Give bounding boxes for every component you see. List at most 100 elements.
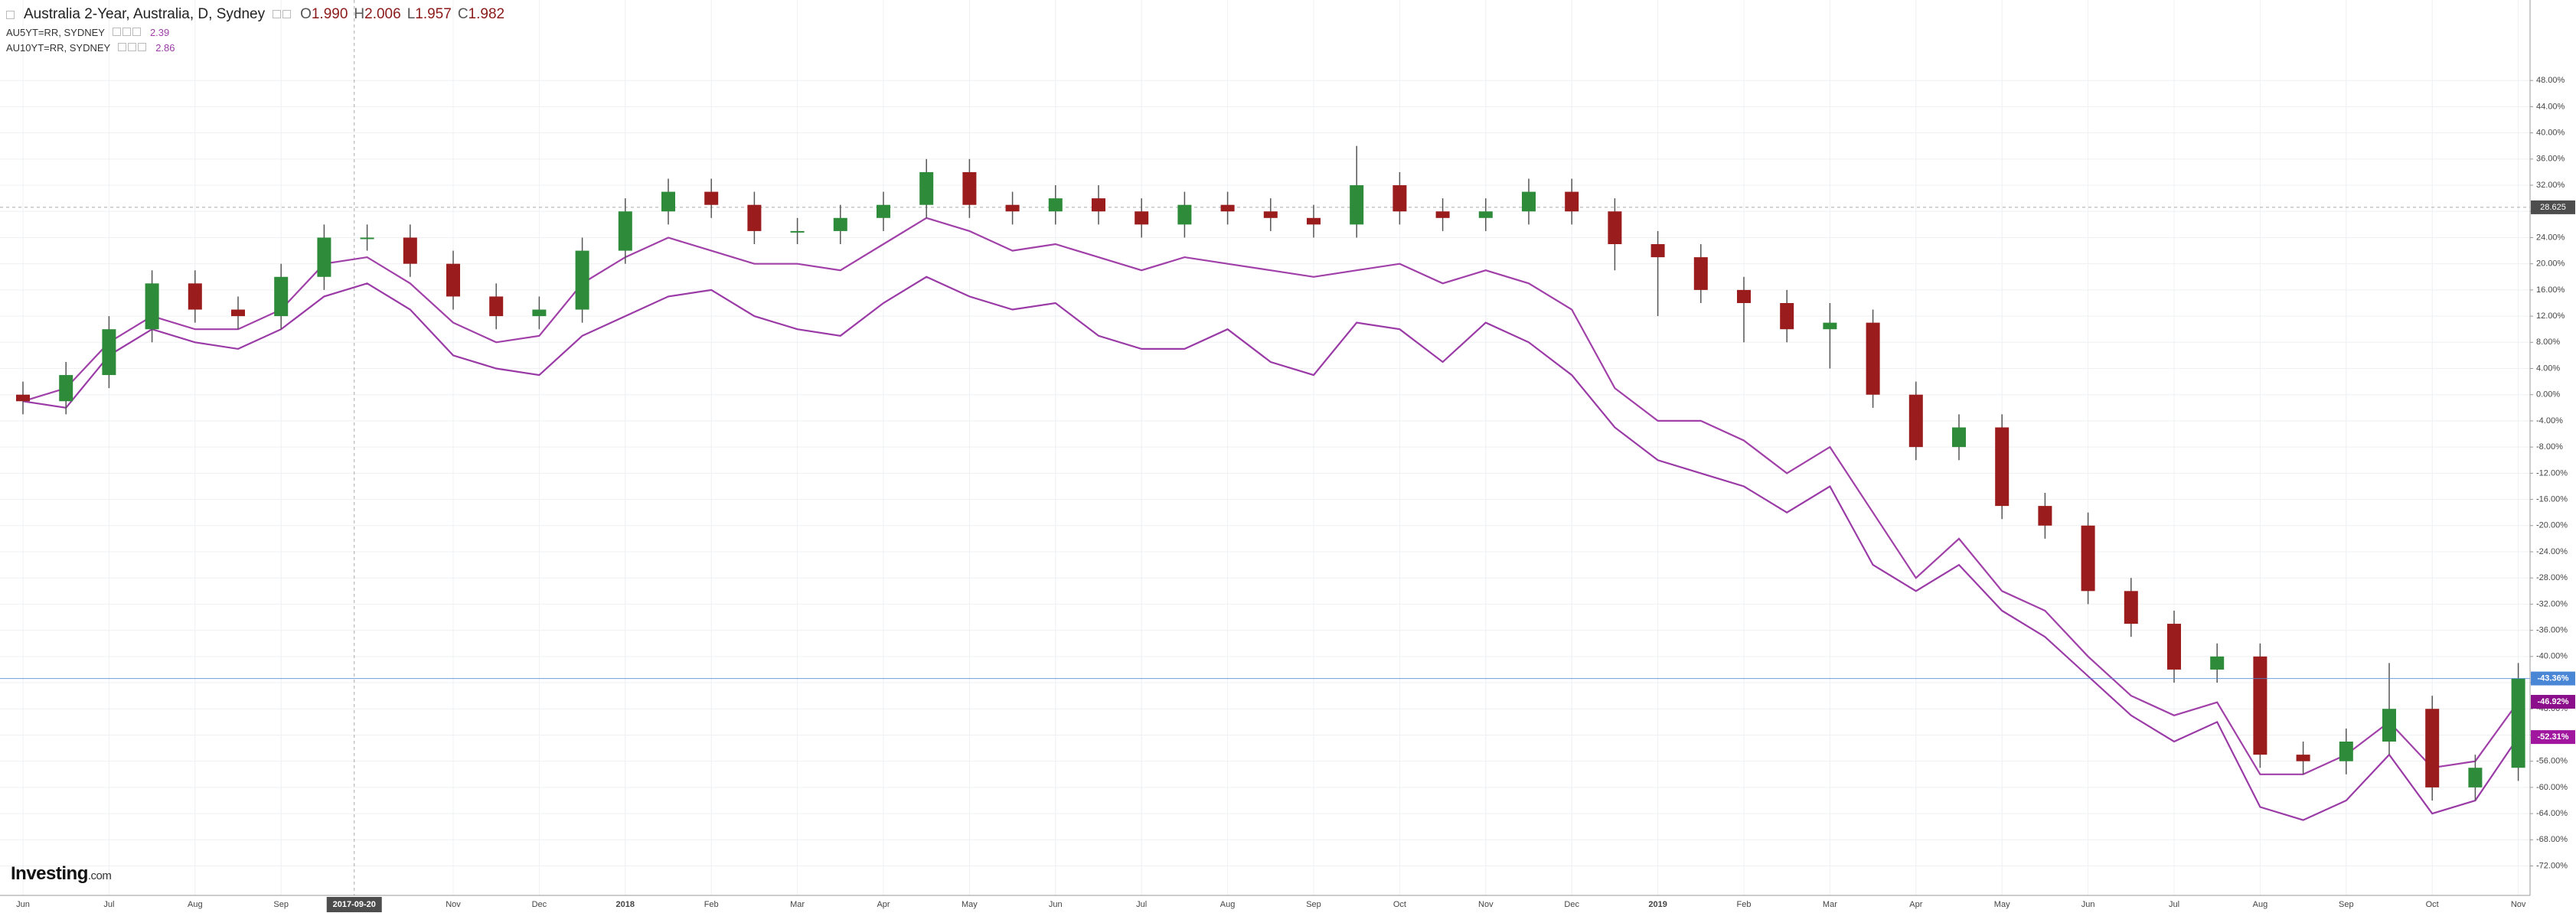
candle-body (231, 309, 245, 317)
y-tick-label: 32.00% (2536, 181, 2565, 190)
candle-body (790, 230, 805, 233)
crosshair-x-label-bg (326, 897, 382, 912)
series-end-label-bg (2531, 695, 2575, 709)
y-tick-label: -8.00% (2536, 442, 2563, 452)
candle-body (877, 204, 890, 218)
y-tick-label: 16.00% (2536, 285, 2565, 295)
y-tick-label: -36.00% (2536, 626, 2568, 635)
crosshair-y-label: 28.625 (2540, 203, 2566, 212)
candle-body (1005, 204, 1020, 212)
brand-logo: Investing.com (11, 863, 112, 885)
x-tick-label-year: 2018 (616, 900, 635, 909)
legend-entry: AU5YT=RR, SYDNEY 2.39 (6, 27, 169, 38)
legend-icons[interactable] (112, 27, 142, 38)
quote-value: 1.957 (415, 6, 452, 22)
candle-body (446, 263, 460, 297)
candle-body (962, 171, 977, 205)
quote-name: H (354, 6, 365, 22)
series-end-label: -46.92% (2538, 697, 2569, 706)
brand-name: Investing (11, 863, 88, 884)
candle-body (618, 211, 632, 251)
candle-body (1866, 322, 1880, 395)
y-tick-label: 24.00% (2536, 233, 2565, 242)
candle-body (2210, 656, 2225, 670)
candle-body (1135, 211, 1149, 225)
candle-body (1220, 204, 1235, 212)
y-tick-label: -12.00% (2536, 468, 2568, 478)
x-tick-label: Apr (877, 900, 890, 909)
candle-body (2296, 755, 2310, 761)
candle-body (16, 394, 30, 402)
x-tick-label: Sep (2339, 900, 2354, 909)
legend-value: 2.86 (155, 42, 175, 54)
last-price-label: -43.36% (2538, 673, 2569, 683)
quote-name: L (406, 6, 416, 22)
x-tick-label: Sep (273, 900, 289, 909)
candle-body (489, 296, 504, 317)
candle-body (1177, 204, 1192, 225)
quote-name: O (300, 6, 312, 22)
x-tick-label: Dec (532, 900, 547, 909)
candle-body (1048, 198, 1063, 212)
x-tick-label: Jun (16, 900, 30, 909)
crosshair-x-label: 2017-09-20 (333, 900, 376, 909)
candle-body (1263, 211, 1278, 218)
x-tick-label-year: 2019 (1648, 900, 1667, 909)
candle-body (2167, 624, 2181, 670)
y-tick-label: -4.00% (2536, 416, 2563, 426)
candle-body (2382, 709, 2396, 742)
candle-body (1092, 198, 1105, 212)
candle-body (317, 237, 331, 277)
candle-body (145, 283, 159, 330)
candle-body (1522, 191, 1536, 212)
candle-body (2081, 525, 2095, 592)
x-tick-label: Oct (2426, 900, 2439, 909)
x-tick-label: Nov (2511, 900, 2526, 909)
candle-body (59, 375, 73, 402)
y-tick-label: 40.00% (2536, 129, 2565, 138)
candle-body (2468, 768, 2483, 787)
candle-body (1435, 211, 1450, 218)
quote: O1.990 H2.006 L1.957 C1.982 (300, 6, 511, 23)
x-tick-label: May (962, 900, 978, 909)
series-end-label-bg (2531, 730, 2575, 745)
candle-body (403, 237, 417, 264)
y-tick-label: 12.00% (2536, 311, 2565, 321)
y-tick-label: -32.00% (2536, 599, 2568, 608)
x-tick-label: Jul (2169, 900, 2179, 909)
y-tick-label: -64.00% (2536, 809, 2568, 818)
candle-body (1350, 185, 1364, 225)
quote-value: 1.990 (311, 6, 348, 22)
y-tick-label: -28.00% (2536, 573, 2568, 582)
legend-icons[interactable] (118, 42, 148, 54)
series-end-label: -52.31% (2538, 732, 2569, 742)
candle-body (2339, 742, 2353, 761)
header-icons[interactable] (273, 6, 292, 23)
x-tick-label: May (1994, 900, 2010, 909)
candle-body (1952, 427, 1966, 448)
legend-name: AU5YT=RR, SYDNEY (6, 27, 105, 38)
candle-body (2425, 709, 2440, 787)
x-tick-label: Feb (704, 900, 719, 909)
candle-body (274, 276, 289, 317)
collapse-icon[interactable] (6, 10, 15, 19)
x-tick-label: Nov (446, 900, 461, 909)
legend-value: 2.39 (149, 27, 170, 38)
candle-body (188, 283, 202, 310)
series-line (22, 217, 2519, 775)
candle-body (1650, 244, 1665, 258)
legend-name: AU10YT=RR, SYDNEY (6, 42, 111, 54)
candle-body (2253, 656, 2267, 755)
candle-body (1780, 302, 1794, 330)
candle-body (1392, 185, 1407, 212)
y-tick-label: 36.00% (2536, 155, 2565, 164)
x-tick-label: Sep (1306, 900, 1321, 909)
candle-body (360, 237, 374, 240)
x-tick-label: Oct (1393, 900, 1406, 909)
candle-body (1693, 257, 1708, 290)
x-tick-label: Aug (1220, 900, 1236, 909)
x-tick-label: Apr (1909, 900, 1922, 909)
series-line (22, 276, 2519, 821)
y-tick-label: -40.00% (2536, 652, 2568, 661)
